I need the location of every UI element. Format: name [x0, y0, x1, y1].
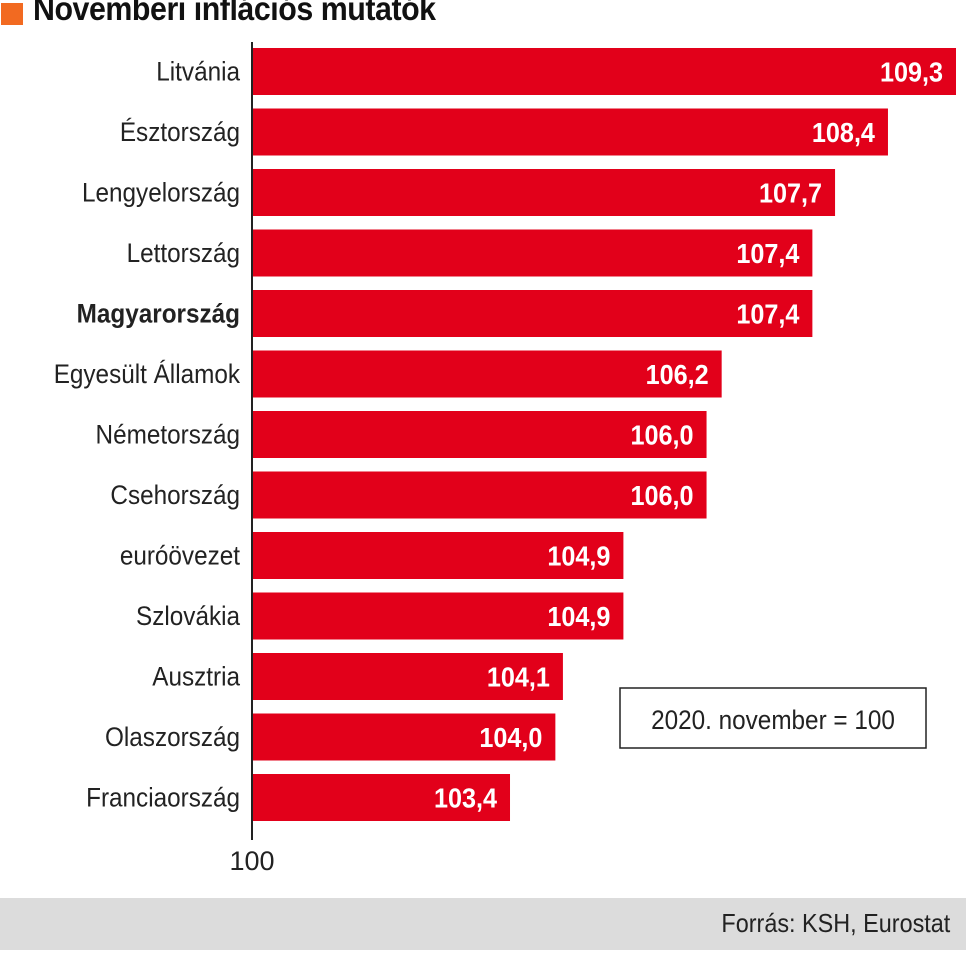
bar-csehorszag	[253, 471, 707, 519]
bars-group: Litvánia 109,3 Észtország 108,4 Lengyelorszá…	[54, 48, 956, 821]
category-label-nemetorszag: Németország	[96, 420, 240, 449]
title-marker-icon	[1, 3, 23, 25]
value-label-nemetorszag: 106,0	[631, 419, 694, 451]
category-label-euroovezet: euróövezet	[120, 541, 240, 570]
bar-esztorszag	[253, 108, 888, 156]
bar-lettorszag	[253, 229, 813, 277]
footer-bar: Forrás: KSH, Eurostat	[0, 898, 966, 950]
category-label-lengyelorszag: Lengyelország	[82, 178, 240, 207]
value-label-esztorszag: 108,4	[812, 117, 875, 149]
bar-litvania	[253, 48, 956, 95]
category-label-ausztria: Ausztria	[152, 662, 240, 691]
bar-olaszorszag	[253, 713, 556, 761]
bar-ausztria	[253, 653, 563, 700]
bar-lengyelorszag	[253, 169, 836, 216]
category-label-olaszorszag: Olaszország	[105, 723, 240, 752]
bar-szlovakia	[253, 592, 624, 640]
value-label-csehorszag: 106,0	[631, 480, 694, 512]
value-label-lengyelorszag: 107,7	[759, 177, 822, 209]
value-label-olaszorszag: 104,0	[479, 722, 542, 754]
annotation-box: 2020. november = 100	[619, 687, 927, 749]
bar-franciaorszag	[253, 774, 511, 821]
source-note: Forrás: KSH, Eurostat	[721, 908, 950, 938]
bar-egyesult-allamok	[253, 350, 722, 398]
bar-chart: Litvánia 109,3 Észtország 108,4 Lengyelorszá…	[54, 42, 956, 876]
category-label-lettorszag: Lettország	[127, 239, 240, 268]
value-label-ausztria: 104,1	[487, 661, 550, 693]
value-label-franciaorszag: 103,4	[434, 782, 497, 814]
bar-euroovezet	[253, 532, 624, 579]
value-label-egyesult-allamok: 106,2	[646, 359, 709, 391]
value-label-magyarorszag: 107,4	[736, 298, 799, 330]
bar-nemetorszag	[253, 411, 707, 458]
chart-title: Novemberi inflációs mutatók	[33, 0, 436, 27]
category-label-litvania: Litvánia	[156, 57, 240, 86]
value-label-euroovezet: 104,9	[547, 540, 610, 572]
bar-magyarorszag	[253, 290, 813, 337]
value-label-szlovakia: 104,9	[547, 601, 610, 633]
value-label-lettorszag: 107,4	[736, 238, 799, 270]
axis-tick-label: 100	[229, 846, 274, 876]
category-label-magyarorszag: Magyarország	[77, 299, 240, 328]
annotation-text: 2020. november = 100	[651, 706, 895, 735]
category-label-franciaorszag: Franciaország	[86, 783, 240, 812]
category-label-esztorszag: Észtország	[120, 117, 240, 147]
category-label-szlovakia: Szlovákia	[136, 602, 241, 631]
value-label-litvania: 109,3	[880, 56, 943, 88]
category-label-egyesult-allamok: Egyesült Államok	[54, 359, 240, 389]
chart-title-row: Novemberi inflációs mutatók	[0, 0, 471, 32]
category-label-csehorszag: Csehország	[110, 481, 240, 510]
